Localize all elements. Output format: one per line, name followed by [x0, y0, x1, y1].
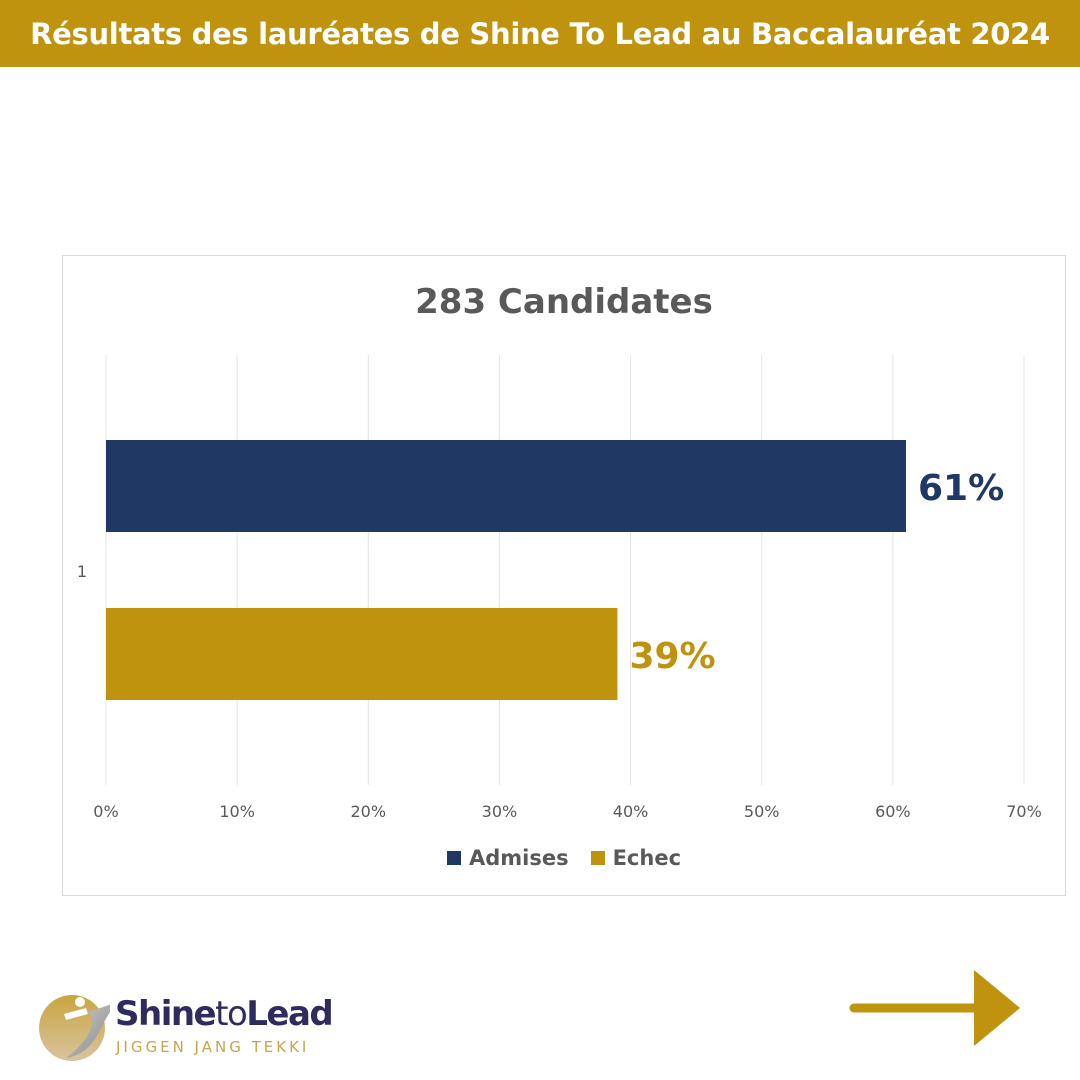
logo-wordmark: ShinetoLead — [115, 994, 334, 1034]
bar-admises — [106, 440, 906, 532]
chart-legend: Admises Echec — [0, 846, 1080, 870]
chart-title: 283 Candidates — [415, 282, 713, 322]
x-tick-label: 40% — [613, 802, 649, 821]
header-banner: Résultats des lauréates de Shine To Lead… — [0, 0, 1080, 67]
x-tick-label: 60% — [875, 802, 911, 821]
next-arrow-button[interactable] — [848, 966, 1028, 1056]
x-tick-label: 0% — [93, 802, 118, 821]
x-tick-label: 50% — [744, 802, 780, 821]
data-label: 61% — [918, 468, 1004, 509]
x-tick-label: 30% — [482, 802, 518, 821]
legend-item-admises: Admises — [446, 846, 569, 870]
category-label: 1 — [77, 562, 87, 581]
logo-tagline: JIGGEN JANG TEKKI — [116, 1038, 310, 1056]
chart-frame — [62, 255, 1066, 896]
legend-label: Echec — [612, 846, 682, 870]
x-tick-label: 70% — [1006, 802, 1042, 821]
legend-swatch — [590, 851, 605, 865]
legend-swatch — [446, 851, 461, 865]
shine-to-lead-logo: ShinetoLead JIGGEN JANG TEKKI — [38, 992, 338, 1062]
x-tick-label: 10% — [219, 802, 255, 821]
page-title: Résultats des lauréates de Shine To Lead… — [30, 16, 1050, 51]
arrow-right-icon — [849, 970, 1020, 1046]
legend-item-echec: Echec — [590, 846, 682, 870]
legend-label: Admises — [468, 846, 569, 870]
logo-emblem-icon — [39, 995, 110, 1061]
x-tick-label: 20% — [351, 802, 387, 821]
bar-echec — [106, 608, 618, 700]
data-label: 39% — [629, 636, 715, 677]
